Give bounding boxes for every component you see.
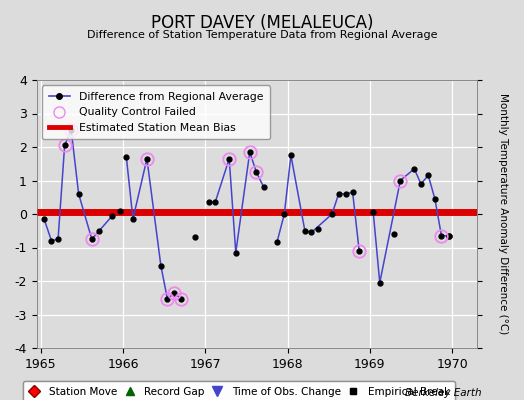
Text: Difference of Station Temperature Data from Regional Average: Difference of Station Temperature Data f… — [87, 30, 437, 40]
Legend: Station Move, Record Gap, Time of Obs. Change, Empirical Break: Station Move, Record Gap, Time of Obs. C… — [23, 381, 455, 400]
Text: PORT DAVEY (MELALEUCA): PORT DAVEY (MELALEUCA) — [151, 14, 373, 32]
Y-axis label: Monthly Temperature Anomaly Difference (°C): Monthly Temperature Anomaly Difference (… — [498, 93, 508, 335]
Text: Berkeley Earth: Berkeley Earth — [406, 388, 482, 398]
